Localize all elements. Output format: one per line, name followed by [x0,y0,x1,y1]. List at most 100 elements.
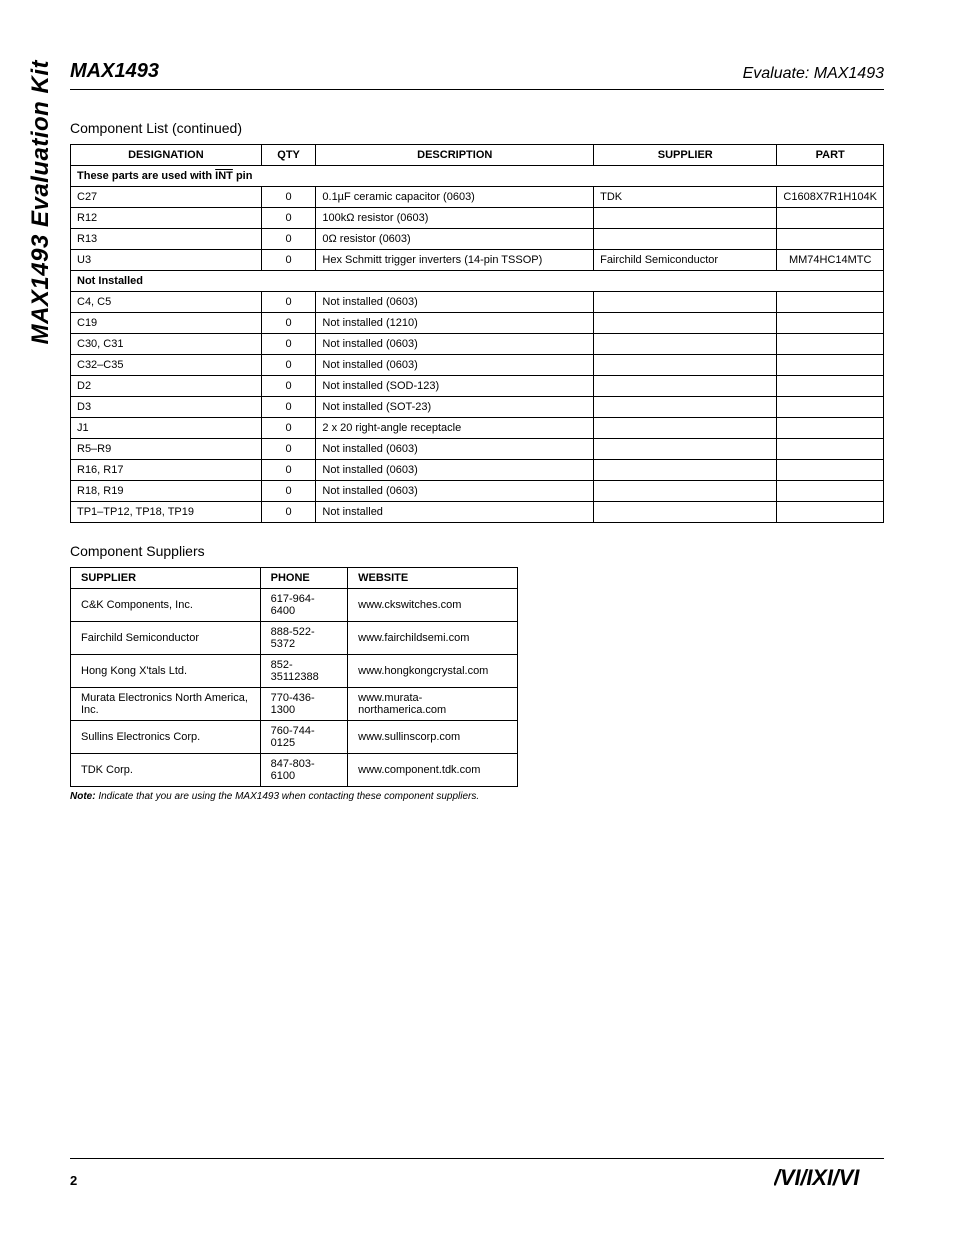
cell [594,502,777,523]
cell [777,355,884,376]
suppliers-title: Component Suppliers [70,543,884,559]
cell [777,418,884,439]
cell [777,397,884,418]
cell: C32–C35 [71,355,262,376]
cell [594,397,777,418]
table-row: C&K Components, Inc.617-964-6400www.cksw… [71,589,518,622]
cell: J1 [71,418,262,439]
cell [594,418,777,439]
col-header: PART [777,145,884,166]
table-row: Hong Kong X'tals Ltd.852-35112388www.hon… [71,655,518,688]
component-list-table: DESIGNATION QTY DESCRIPTION SUPPLIER PAR… [70,144,884,523]
cell: R16, R17 [71,460,262,481]
cell [777,376,884,397]
cell: 0 [261,502,316,523]
cell: www.hongkongcrystal.com [348,655,518,688]
cell: C&K Components, Inc. [71,589,261,622]
table-row: Fairchild Semiconductor888-522-5372www.f… [71,622,518,655]
cell [594,460,777,481]
page-footer: 2 / V I / I X I / V I [70,1158,884,1195]
cell: Not installed (SOD-123) [316,376,594,397]
cell: TP1–TP12, TP18, TP19 [71,502,262,523]
cell [594,208,777,229]
section-text: pin [233,170,253,182]
cell: U3 [71,250,262,271]
cell: R5–R9 [71,439,262,460]
cell [777,229,884,250]
component-note: Note: Indicate that you are using the MA… [70,791,884,802]
cell: Fairchild Semiconductor [71,622,261,655]
page-header: MAX1493 Evaluate: MAX1493 [70,60,884,90]
cell: MM74HC14MTC [777,250,884,271]
cell: C4, C5 [71,292,262,313]
cell: Sullins Electronics Corp. [71,721,261,754]
cell: Not installed (0603) [316,355,594,376]
cell: R18, R19 [71,481,262,502]
table-row: D30Not installed (SOT-23) [71,397,884,418]
component-list-title: Component List (continued) [70,120,884,136]
col-header: SUPPLIER [594,145,777,166]
cell: 0 [261,313,316,334]
cell: 0Ω resistor (0603) [316,229,594,250]
table-row: R5–R90Not installed (0603) [71,439,884,460]
table-row: C32–C350Not installed (0603) [71,355,884,376]
table-row: D20Not installed (SOD-123) [71,376,884,397]
cell: C1608X7R1H104K [777,187,884,208]
cell: www.murata-northamerica.com [348,688,518,721]
cell: 888-522-5372 [260,622,347,655]
section-row-notinstalled: Not Installed [71,271,884,292]
cell: www.fairchildsemi.com [348,622,518,655]
table-row: Sullins Electronics Corp.760-744-0125www… [71,721,518,754]
section-row-int: These parts are used with INT pin [71,166,884,187]
cell: Not installed (0603) [316,439,594,460]
cell: www.ckswitches.com [348,589,518,622]
cell: 0.1µF ceramic capacitor (0603) [316,187,594,208]
eval-label: Evaluate: MAX1493 [743,65,884,83]
cell [594,376,777,397]
cell [594,334,777,355]
cell: TDK [594,187,777,208]
table-row: C4, C50Not installed (0603) [71,292,884,313]
cell: D3 [71,397,262,418]
table-row: J102 x 20 right-angle receptacle [71,418,884,439]
cell: 847-803-6100 [260,754,347,787]
col-header: SUPPLIER [71,568,261,589]
cell: C19 [71,313,262,334]
cell: Not installed [316,502,594,523]
cell: 0 [261,418,316,439]
cell [777,502,884,523]
cell: 0 [261,376,316,397]
cell [594,313,777,334]
cell: Fairchild Semiconductor [594,250,777,271]
side-title: MAX1493 Evaluation Kit [28,60,54,344]
cell: 0 [261,439,316,460]
cell [777,439,884,460]
note-text: Indicate that you are using the MAX1493 … [96,791,480,802]
cell [777,292,884,313]
page-number: 2 [70,1173,77,1188]
cell: 100kΩ resistor (0603) [316,208,594,229]
cell: 0 [261,460,316,481]
col-header: QTY [261,145,316,166]
table-row: Murata Electronics North America, Inc.77… [71,688,518,721]
svg-text:/ V I / I X I / V I: / V I / I X I / V I [774,1165,860,1189]
cell: www.component.tdk.com [348,754,518,787]
cell: 0 [261,481,316,502]
cell: 0 [261,334,316,355]
table-row: TP1–TP12, TP18, TP190Not installed [71,502,884,523]
table-row: R16, R170Not installed (0603) [71,460,884,481]
col-header: DESIGNATION [71,145,262,166]
cell: Not installed (1210) [316,313,594,334]
cell: 0 [261,397,316,418]
cell: 0 [261,355,316,376]
table-row: C30, C310Not installed (0603) [71,334,884,355]
cell: Not installed (0603) [316,460,594,481]
section-text: Not Installed [71,271,884,292]
cell: 617-964-6400 [260,589,347,622]
suppliers-table: SUPPLIER PHONE WEBSITE C&K Components, I… [70,567,518,787]
cell: 760-744-0125 [260,721,347,754]
cell [777,481,884,502]
cell [594,355,777,376]
table-header-row: SUPPLIER PHONE WEBSITE [71,568,518,589]
cell [777,334,884,355]
